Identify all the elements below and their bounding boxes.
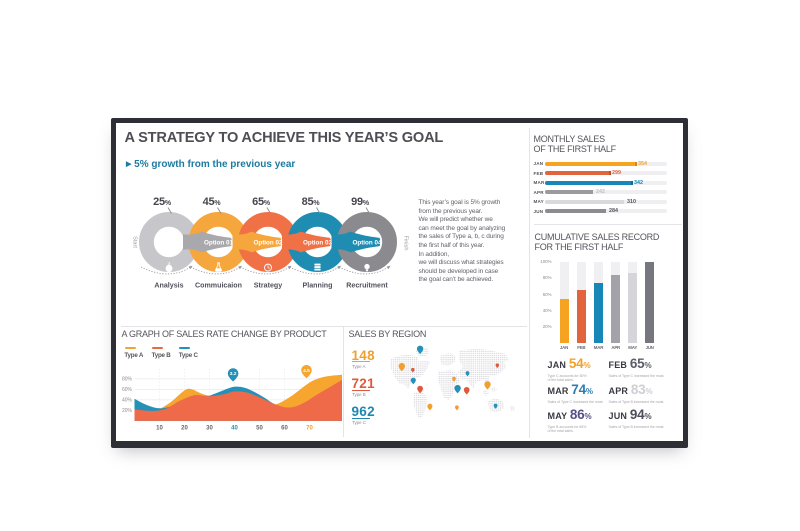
svg-text:Option 03: Option 03 — [302, 239, 332, 246]
svg-text:40: 40 — [231, 426, 238, 432]
svg-text:Start: Start — [131, 236, 137, 248]
svg-text:Planning: Planning — [302, 281, 332, 289]
svg-text:Recruitment: Recruitment — [346, 281, 388, 289]
svg-text:80%: 80% — [121, 377, 132, 383]
svg-text:60: 60 — [281, 426, 288, 432]
svg-text:Commuicaion: Commuicaion — [195, 281, 242, 289]
svg-text:40%: 40% — [121, 398, 132, 404]
svg-text:20%: 20% — [121, 408, 132, 414]
svg-text:4.5: 4.5 — [303, 368, 310, 374]
svg-text:Analysis: Analysis — [154, 281, 183, 289]
svg-text:Finish: Finish — [402, 235, 408, 250]
svg-text:50: 50 — [256, 426, 263, 432]
svg-text:25%: 25% — [153, 196, 172, 208]
svg-text:Option 01: Option 01 — [203, 239, 233, 246]
svg-text:60%: 60% — [121, 387, 132, 393]
svg-text:45%: 45% — [202, 196, 221, 208]
svg-text:30: 30 — [206, 426, 213, 432]
svg-text:Option 02: Option 02 — [253, 239, 283, 246]
svg-text:85%: 85% — [301, 196, 320, 208]
svg-text:10: 10 — [156, 426, 163, 432]
svg-text:20: 20 — [181, 426, 188, 432]
svg-text:Option 04: Option 04 — [352, 239, 382, 246]
svg-text:Strategy: Strategy — [253, 281, 281, 289]
svg-text:65%: 65% — [252, 196, 271, 208]
svg-text:70: 70 — [306, 426, 313, 432]
svg-text:3.2: 3.2 — [229, 371, 236, 377]
svg-text:99%: 99% — [351, 196, 370, 208]
